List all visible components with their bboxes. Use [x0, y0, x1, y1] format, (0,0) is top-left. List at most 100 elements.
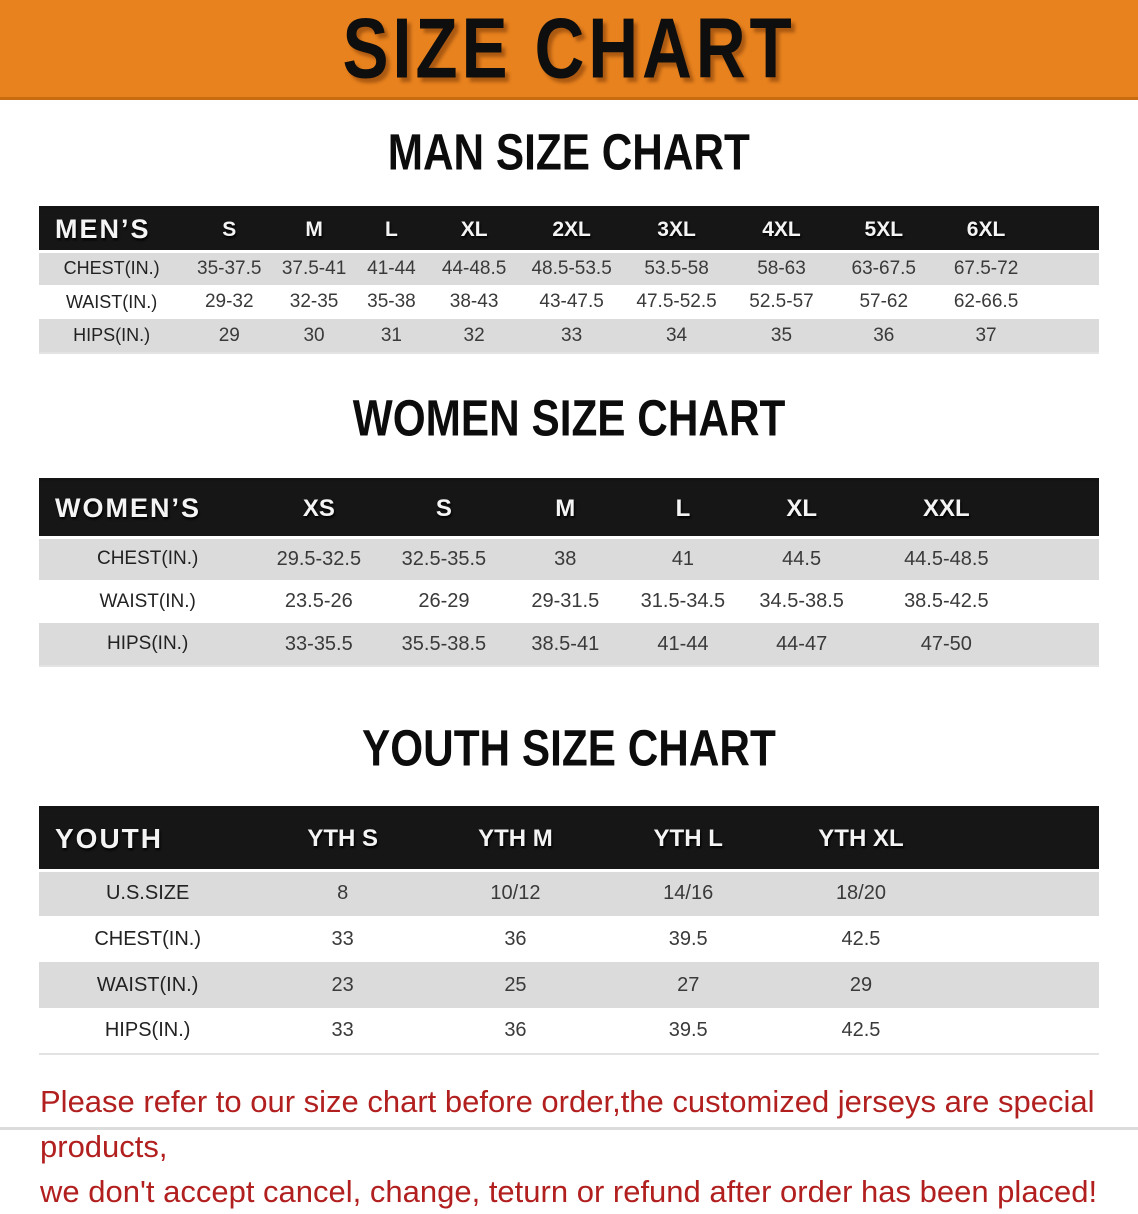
value-cell: 29-32 [184, 285, 275, 319]
value-cell: 52.5-57 [729, 285, 834, 319]
size-cell: M [506, 478, 625, 539]
value-cell: 44.5-48.5 [861, 537, 1032, 580]
row-label: U.S.SIZE [39, 870, 257, 916]
value-cell: 38 [506, 537, 625, 580]
size-cell: XXL [861, 478, 1032, 539]
value-cell: 58-63 [729, 251, 834, 285]
table-row: CHEST(IN.) 35-37.5 37.5-41 41-44 44-48.5… [39, 251, 1099, 285]
order-disclaimer: Please refer to our size chart before or… [0, 1079, 1138, 1214]
table-row: CHEST(IN.) 29.5-32.5 32.5-35.5 38 41 44.… [39, 537, 1099, 580]
row-label: WAIST(IN.) [39, 962, 257, 1008]
value-cell: 14/16 [601, 870, 775, 916]
value-cell: 35-37.5 [184, 251, 275, 285]
spacer-cell [947, 1008, 1099, 1054]
value-cell: 39.5 [601, 1008, 775, 1054]
value-cell: 35.5-38.5 [381, 623, 507, 666]
spacer-cell [947, 916, 1099, 962]
row-label: WAIST(IN.) [39, 580, 257, 623]
row-label: HIPS(IN.) [39, 623, 257, 666]
banner-title: SIZE CHART [342, 1, 796, 96]
size-cell: 5XL [833, 206, 934, 253]
value-cell: 44-48.5 [429, 251, 520, 285]
value-cell: 26-29 [381, 580, 507, 623]
spacer-cell [947, 806, 1099, 872]
table-row: YOUTH YTH S YTH M YTH L YTH XL [39, 806, 1099, 872]
men-table-header: MEN’S S M L XL 2XL 3XL 4XL 5XL 6XL [39, 206, 1099, 253]
size-cell: YTH M [429, 806, 602, 872]
size-cell: XL [429, 206, 520, 253]
spacer-cell [1038, 251, 1099, 285]
value-cell: 63-67.5 [833, 251, 934, 285]
size-cell: L [624, 478, 742, 539]
size-chart-banner: SIZE CHART [0, 0, 1138, 100]
value-cell: 32.5-35.5 [381, 537, 507, 580]
value-cell: 32 [429, 319, 520, 353]
size-cell: YTH S [256, 806, 430, 872]
value-cell: 38.5-42.5 [861, 580, 1032, 623]
value-cell: 31 [353, 319, 430, 353]
spacer-cell [947, 962, 1099, 1008]
size-cell: XL [741, 478, 862, 539]
spacer-cell [1031, 623, 1099, 666]
value-cell: 36 [833, 319, 934, 353]
value-cell: 23.5-26 [256, 580, 382, 623]
size-cell: 4XL [729, 206, 834, 253]
table-row: U.S.SIZE 8 10/12 14/16 18/20 [39, 870, 1099, 916]
value-cell: 33 [519, 319, 625, 353]
man-heading-text: MAN SIZE CHART [387, 123, 751, 181]
value-cell: 47.5-52.5 [624, 285, 730, 319]
spacer-cell [1038, 319, 1099, 353]
value-cell: 34.5-38.5 [741, 580, 862, 623]
spacer-cell [947, 870, 1099, 916]
value-cell: 8 [256, 870, 430, 916]
spacer-cell [1031, 580, 1099, 623]
women-heading-text: WOMEN SIZE CHART [352, 389, 786, 447]
value-cell: 41-44 [624, 623, 742, 666]
value-cell: 36 [429, 1008, 602, 1054]
size-cell: XS [256, 478, 382, 539]
youth-section-heading: YOUTH SIZE CHART [0, 719, 1138, 786]
men-size-table: MEN’S S M L XL 2XL 3XL 4XL 5XL 6XL CHEST… [39, 206, 1099, 354]
row-label: CHEST(IN.) [39, 251, 185, 285]
size-cell: 3XL [624, 206, 730, 253]
table-row: HIPS(IN.) 29 30 31 32 33 34 35 36 37 [39, 319, 1099, 353]
value-cell: 35 [729, 319, 834, 353]
value-cell: 38.5-41 [506, 623, 625, 666]
table-row: MEN’S S M L XL 2XL 3XL 4XL 5XL 6XL [39, 206, 1099, 253]
value-cell: 42.5 [774, 916, 948, 962]
size-cell: YTH XL [774, 806, 948, 872]
value-cell: 47-50 [861, 623, 1032, 666]
women-table-header: WOMEN’S XS S M L XL XXL [39, 478, 1099, 539]
value-cell: 36 [429, 916, 602, 962]
value-cell: 41 [624, 537, 742, 580]
row-label: CHEST(IN.) [39, 537, 257, 580]
youth-size-table: YOUTH YTH S YTH M YTH L YTH XL U.S.SIZE … [39, 806, 1099, 1055]
youth-table-header: YOUTH YTH S YTH M YTH L YTH XL [39, 806, 1099, 872]
size-cell: L [353, 206, 430, 253]
value-cell: 39.5 [601, 916, 775, 962]
table-row: HIPS(IN.) 33 36 39.5 42.5 [39, 1008, 1099, 1054]
row-label: CHEST(IN.) [39, 916, 257, 962]
value-cell: 35-38 [353, 285, 430, 319]
value-cell: 32-35 [274, 285, 354, 319]
table-row: WAIST(IN.) 23 25 27 29 [39, 962, 1099, 1008]
table-row: HIPS(IN.) 33-35.5 35.5-38.5 38.5-41 41-4… [39, 623, 1099, 666]
value-cell: 37.5-41 [274, 251, 354, 285]
value-cell: 29-31.5 [506, 580, 625, 623]
spacer-cell [1038, 206, 1099, 253]
size-cell: S [184, 206, 275, 253]
size-cell: 2XL [519, 206, 625, 253]
value-cell: 34 [624, 319, 730, 353]
youth-header-label: YOUTH [39, 806, 257, 872]
value-cell: 42.5 [774, 1008, 948, 1054]
value-cell: 37 [933, 319, 1039, 353]
spacer-cell [1038, 285, 1099, 319]
table-row: WOMEN’S XS S M L XL XXL [39, 478, 1099, 539]
disclaimer-line-1: Please refer to our size chart before or… [40, 1084, 1095, 1164]
man-section-heading: MAN SIZE CHART [0, 123, 1138, 190]
value-cell: 29 [184, 319, 275, 353]
spacer-cell [1031, 537, 1099, 580]
bottom-divider [0, 1127, 1138, 1130]
value-cell: 23 [256, 962, 430, 1008]
value-cell: 33 [256, 916, 430, 962]
